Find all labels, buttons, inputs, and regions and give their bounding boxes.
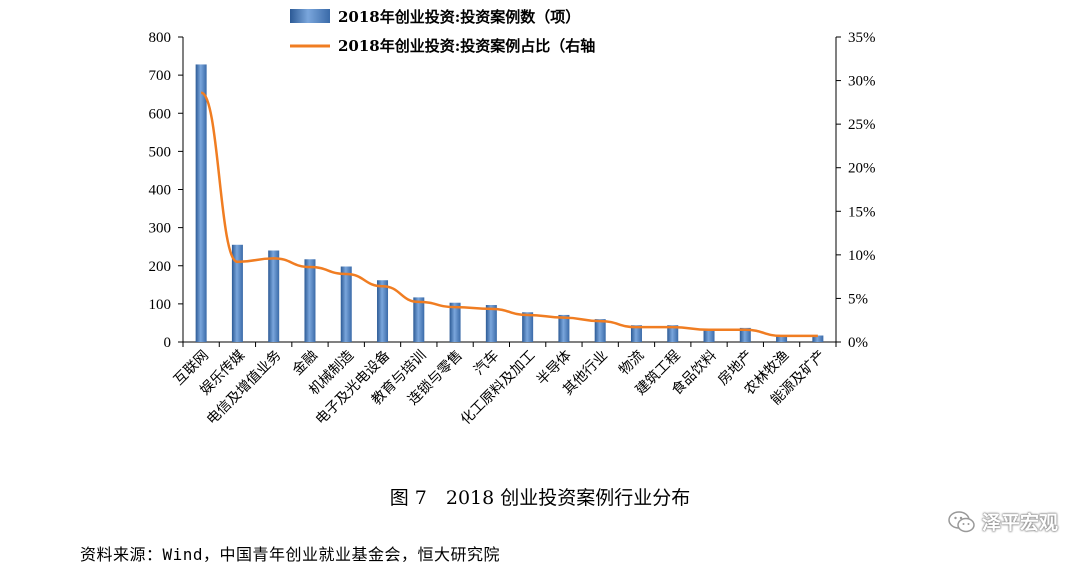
left-tick-label: 500 xyxy=(149,144,172,160)
bar xyxy=(594,319,606,342)
right-tick-label: 10% xyxy=(848,248,876,264)
bar xyxy=(377,280,389,342)
bar xyxy=(231,244,243,342)
category-label: 金融 xyxy=(290,348,321,379)
left-tick-label: 600 xyxy=(149,106,172,122)
bar xyxy=(558,314,570,342)
share-line-path xyxy=(200,91,818,338)
share-line xyxy=(200,91,818,338)
figure-caption: 图 7 2018 创业投资案例行业分布 xyxy=(389,487,691,509)
chart: 2018年创业投资:投资案例数（项） 2018年创业投资:投资案例占比（右轴 0… xyxy=(149,8,876,428)
source-note: 资料来源：Wind，中国青年创业就业基金会，恒大研究院 xyxy=(80,545,501,564)
legend-bar-label: 2018年创业投资:投资案例数（项） xyxy=(338,8,580,26)
right-tick-label: 0% xyxy=(848,335,868,351)
right-tick-label: 35% xyxy=(848,30,876,46)
right-tick-label: 15% xyxy=(848,204,876,220)
bar xyxy=(667,325,679,342)
bar xyxy=(776,335,788,342)
watermark-text: 泽平宏观 xyxy=(981,512,1058,534)
bar xyxy=(340,266,352,342)
bar xyxy=(449,302,461,342)
legend-line-label: 2018年创业投资:投资案例占比（右轴 xyxy=(338,37,595,55)
bar xyxy=(812,335,824,342)
bars xyxy=(195,64,824,342)
left-tick-label: 0 xyxy=(164,335,172,351)
right-tick-label: 20% xyxy=(848,161,876,177)
watermark: 泽平宏观 xyxy=(948,508,1058,535)
bar xyxy=(630,325,642,342)
bar xyxy=(195,64,207,342)
legend-bar-swatch xyxy=(290,9,330,23)
left-tick-label: 300 xyxy=(149,221,172,237)
left-tick-label: 800 xyxy=(149,30,172,46)
right-tick-label: 30% xyxy=(848,74,876,90)
bar xyxy=(703,328,715,342)
bar xyxy=(304,259,316,342)
category-label: 汽车 xyxy=(470,347,502,379)
right-tick-label: 25% xyxy=(848,117,876,133)
bar xyxy=(485,305,497,342)
bar xyxy=(413,297,425,342)
bar xyxy=(522,312,534,342)
bar xyxy=(268,250,280,342)
axes: 0 100 200 300 400 500 600 700 800 0% 5% 10% 15% 20% 25… xyxy=(149,30,876,351)
category-label: 物流 xyxy=(616,348,647,379)
right-tick-label: 5% xyxy=(848,291,868,307)
bar xyxy=(739,327,751,342)
left-tick-label: 700 xyxy=(149,68,172,84)
wechat-icon xyxy=(948,510,975,532)
legend: 2018年创业投资:投资案例数（项） 2018年创业投资:投资案例占比（右轴 xyxy=(290,8,595,55)
left-tick-label: 400 xyxy=(149,183,172,199)
left-tick-label: 200 xyxy=(149,259,172,275)
left-tick-label: 100 xyxy=(149,297,172,313)
